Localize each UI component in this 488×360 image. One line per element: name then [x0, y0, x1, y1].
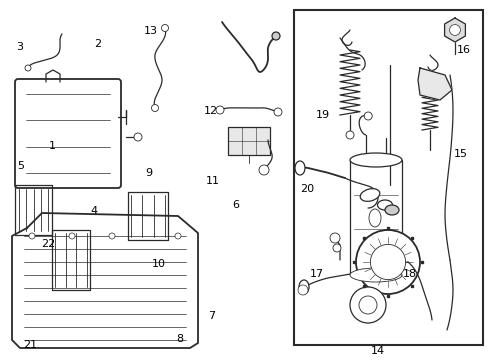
Text: 12: 12: [204, 106, 218, 116]
Text: 13: 13: [143, 26, 157, 36]
FancyBboxPatch shape: [15, 79, 121, 188]
Circle shape: [448, 24, 460, 35]
Circle shape: [161, 24, 168, 31]
Text: 10: 10: [152, 258, 165, 269]
Circle shape: [364, 112, 371, 120]
Text: 15: 15: [453, 149, 467, 159]
Polygon shape: [12, 213, 198, 348]
Text: 5: 5: [17, 161, 24, 171]
Text: 16: 16: [456, 45, 469, 55]
Circle shape: [134, 133, 142, 141]
Ellipse shape: [377, 200, 392, 210]
Text: 4: 4: [90, 206, 97, 216]
Text: 2: 2: [94, 39, 101, 49]
Circle shape: [355, 230, 419, 294]
Text: 9: 9: [145, 168, 152, 178]
Ellipse shape: [298, 280, 308, 294]
Ellipse shape: [384, 205, 398, 215]
Text: 11: 11: [205, 176, 219, 186]
Polygon shape: [444, 18, 465, 42]
Polygon shape: [417, 68, 451, 100]
Circle shape: [297, 285, 307, 295]
Text: 3: 3: [16, 42, 23, 52]
Circle shape: [271, 32, 280, 40]
Circle shape: [358, 296, 376, 314]
Circle shape: [29, 233, 35, 239]
Text: 6: 6: [232, 200, 239, 210]
Text: 22: 22: [41, 239, 55, 249]
Circle shape: [332, 244, 340, 252]
Ellipse shape: [349, 268, 401, 282]
Circle shape: [69, 233, 75, 239]
Text: 8: 8: [176, 334, 183, 344]
Text: 18: 18: [402, 269, 416, 279]
Circle shape: [25, 65, 31, 71]
Ellipse shape: [349, 153, 401, 167]
Circle shape: [216, 106, 224, 114]
Bar: [227, 127, 269, 155]
Ellipse shape: [368, 209, 380, 227]
Circle shape: [259, 165, 268, 175]
Text: 14: 14: [370, 346, 384, 356]
Circle shape: [329, 233, 339, 243]
Circle shape: [175, 233, 181, 239]
Ellipse shape: [360, 189, 379, 201]
Circle shape: [109, 233, 115, 239]
Text: 21: 21: [23, 340, 37, 350]
Bar: [349, 160, 401, 275]
Circle shape: [346, 131, 353, 139]
Text: 1: 1: [49, 141, 56, 151]
Circle shape: [349, 287, 385, 323]
Text: 20: 20: [300, 184, 313, 194]
Text: 7: 7: [207, 311, 214, 321]
Circle shape: [369, 244, 405, 280]
Ellipse shape: [294, 161, 305, 175]
Text: 17: 17: [309, 269, 323, 279]
Circle shape: [151, 104, 158, 112]
Text: 19: 19: [315, 110, 329, 120]
Bar: [293, 10, 482, 345]
Circle shape: [273, 108, 282, 116]
